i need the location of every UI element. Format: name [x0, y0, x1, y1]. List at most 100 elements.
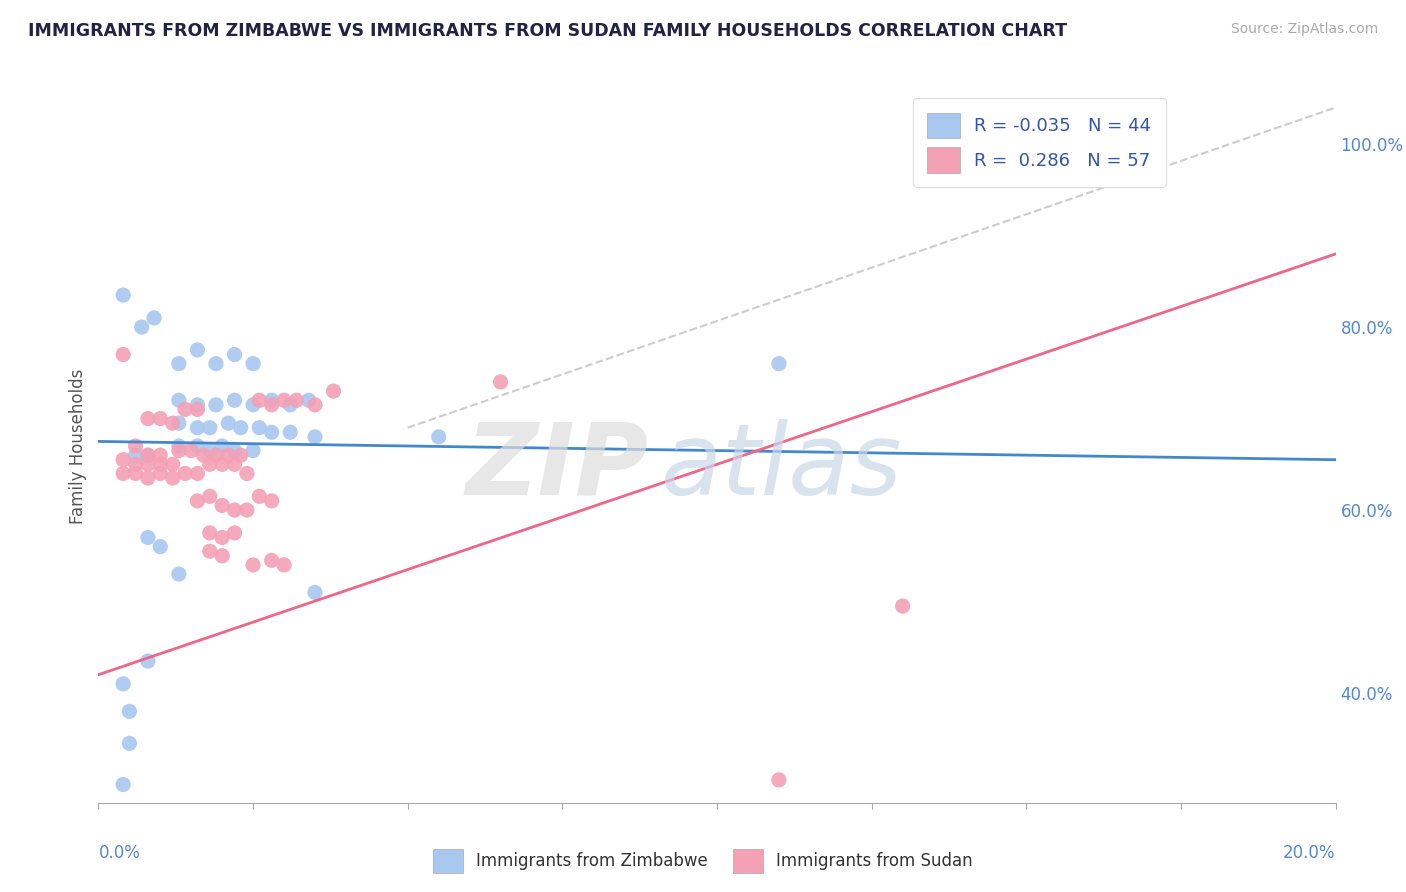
Point	[211, 499, 233, 513]
Point	[112, 677, 135, 691]
Point	[167, 567, 190, 582]
Point	[229, 420, 252, 434]
Point	[186, 402, 208, 417]
Y-axis label: Family Households: Family Households	[69, 368, 87, 524]
Point	[217, 448, 239, 462]
Point	[186, 420, 208, 434]
Point	[427, 430, 450, 444]
Point	[136, 531, 159, 545]
Point	[167, 357, 190, 371]
Point	[136, 448, 159, 462]
Point	[136, 654, 159, 668]
Point	[118, 704, 141, 718]
Point	[891, 599, 914, 613]
Legend: Immigrants from Zimbabwe, Immigrants from Sudan: Immigrants from Zimbabwe, Immigrants fro…	[426, 842, 980, 880]
Point	[124, 467, 146, 481]
Point	[211, 439, 233, 453]
Point	[260, 425, 283, 440]
Point	[167, 393, 190, 408]
Point	[278, 398, 301, 412]
Point	[174, 467, 197, 481]
Point	[118, 736, 141, 750]
Point	[285, 393, 308, 408]
Point	[205, 448, 228, 462]
Point	[149, 467, 172, 481]
Text: 0.0%: 0.0%	[98, 844, 141, 862]
Point	[242, 443, 264, 458]
Point	[112, 347, 135, 361]
Point	[198, 525, 221, 540]
Point	[174, 402, 197, 417]
Point	[242, 357, 264, 371]
Point	[768, 357, 790, 371]
Point	[186, 398, 208, 412]
Point	[211, 531, 233, 545]
Point	[136, 471, 159, 485]
Point	[229, 448, 252, 462]
Point	[143, 310, 166, 325]
Point	[247, 489, 270, 503]
Point	[162, 416, 184, 430]
Point	[186, 494, 208, 508]
Point	[322, 384, 344, 398]
Point	[768, 772, 790, 787]
Text: atlas: atlas	[661, 419, 903, 516]
Point	[198, 420, 221, 434]
Point	[198, 489, 221, 503]
Point	[236, 503, 259, 517]
Text: 20.0%: 20.0%	[1284, 844, 1336, 862]
Text: Source: ZipAtlas.com: Source: ZipAtlas.com	[1230, 22, 1378, 37]
Point	[278, 425, 301, 440]
Point	[167, 439, 190, 453]
Point	[186, 467, 208, 481]
Point	[236, 467, 259, 481]
Point	[242, 398, 264, 412]
Point	[149, 448, 172, 462]
Point	[224, 393, 246, 408]
Point	[136, 448, 159, 462]
Point	[167, 416, 190, 430]
Point	[136, 411, 159, 425]
Point	[186, 439, 208, 453]
Point	[273, 393, 295, 408]
Point	[124, 439, 146, 453]
Point	[162, 471, 184, 485]
Point	[131, 320, 153, 334]
Point	[205, 357, 228, 371]
Point	[167, 443, 190, 458]
Point	[260, 398, 283, 412]
Point	[224, 503, 246, 517]
Point	[224, 525, 246, 540]
Point	[112, 777, 135, 791]
Point	[298, 393, 321, 408]
Point	[205, 398, 228, 412]
Point	[186, 343, 208, 357]
Point	[304, 430, 326, 444]
Text: IMMIGRANTS FROM ZIMBABWE VS IMMIGRANTS FROM SUDAN FAMILY HOUSEHOLDS CORRELATION : IMMIGRANTS FROM ZIMBABWE VS IMMIGRANTS F…	[28, 22, 1067, 40]
Point	[112, 452, 135, 467]
Text: ZIP: ZIP	[465, 419, 650, 516]
Point	[198, 544, 221, 558]
Point	[198, 443, 221, 458]
Point	[112, 288, 135, 302]
Point	[149, 458, 172, 472]
Point	[242, 558, 264, 572]
Point	[211, 549, 233, 563]
Point	[224, 347, 246, 361]
Point	[112, 467, 135, 481]
Point	[193, 448, 215, 462]
Point	[149, 411, 172, 425]
Point	[260, 553, 283, 567]
Point	[180, 443, 202, 458]
Point	[124, 458, 146, 472]
Point	[273, 558, 295, 572]
Point	[247, 420, 270, 434]
Legend: R = -0.035   N = 44, R =  0.286   N = 57: R = -0.035 N = 44, R = 0.286 N = 57	[912, 98, 1166, 187]
Point	[304, 398, 326, 412]
Point	[198, 458, 221, 472]
Point	[304, 585, 326, 599]
Point	[224, 458, 246, 472]
Point	[124, 448, 146, 462]
Point	[260, 393, 283, 408]
Point	[149, 540, 172, 554]
